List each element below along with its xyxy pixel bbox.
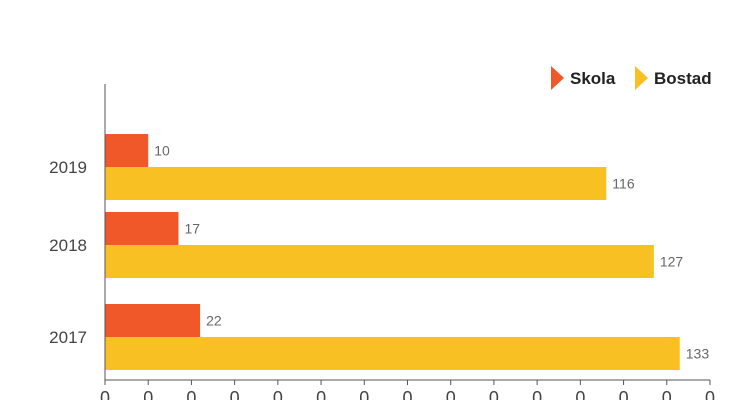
bar-skola-2019 — [105, 134, 149, 167]
value-label-bostad-2018: 127 — [660, 254, 684, 270]
x-tick-label-80: 0 — [446, 388, 456, 400]
x-tick-label-70: 0 — [402, 388, 412, 400]
category-labels-layer: 2019 2018 2017 — [49, 158, 87, 347]
category-label-2019: 2019 — [49, 158, 87, 177]
legend-marker-bostad — [635, 66, 648, 90]
value-label-skola-2018: 17 — [184, 221, 200, 237]
x-tick-label-130: 0 — [662, 388, 672, 400]
value-label-skola-2019: 10 — [154, 143, 170, 159]
value-label-bostad-2019: 116 — [612, 176, 635, 192]
x-tick-label-100: 0 — [532, 388, 542, 400]
x-tick-label-50: 0 — [316, 388, 326, 400]
x-ticks-layer: 0 0 0 0 0 0 0 0 0 0 0 0 0 0 0 — [100, 380, 715, 400]
x-tick-label-140: 0 — [705, 388, 715, 400]
legend-marker-skola — [551, 66, 564, 90]
legend: Skola Bostad — [551, 66, 712, 90]
bar-bostad-2019 — [105, 167, 607, 200]
x-tick-label-40: 0 — [273, 388, 283, 400]
bar-skola-2017 — [105, 304, 201, 337]
x-tick-label-0: 0 — [100, 388, 110, 400]
category-label-2017: 2017 — [49, 328, 87, 347]
category-label-2018: 2018 — [49, 236, 87, 255]
bar-skola-2018 — [105, 212, 179, 245]
bar-bostad-2017 — [105, 337, 680, 370]
value-label-bostad-2017: 133 — [686, 346, 710, 362]
legend-label-bostad: Bostad — [654, 69, 712, 88]
bars-layer — [105, 134, 680, 370]
x-tick-label-60: 0 — [359, 388, 369, 400]
x-tick-label-90: 0 — [489, 388, 499, 400]
value-labels-layer: 10 116 17 127 22 133 — [154, 143, 709, 362]
x-tick-label-30: 0 — [230, 388, 240, 400]
x-tick-label-110: 0 — [575, 388, 585, 400]
legend-label-skola: Skola — [570, 69, 616, 88]
x-tick-label-120: 0 — [619, 388, 629, 400]
x-tick-label-10: 0 — [143, 388, 153, 400]
x-tick-label-20: 0 — [186, 388, 196, 400]
value-label-skola-2017: 22 — [206, 313, 222, 329]
bar-bostad-2018 — [105, 245, 654, 278]
